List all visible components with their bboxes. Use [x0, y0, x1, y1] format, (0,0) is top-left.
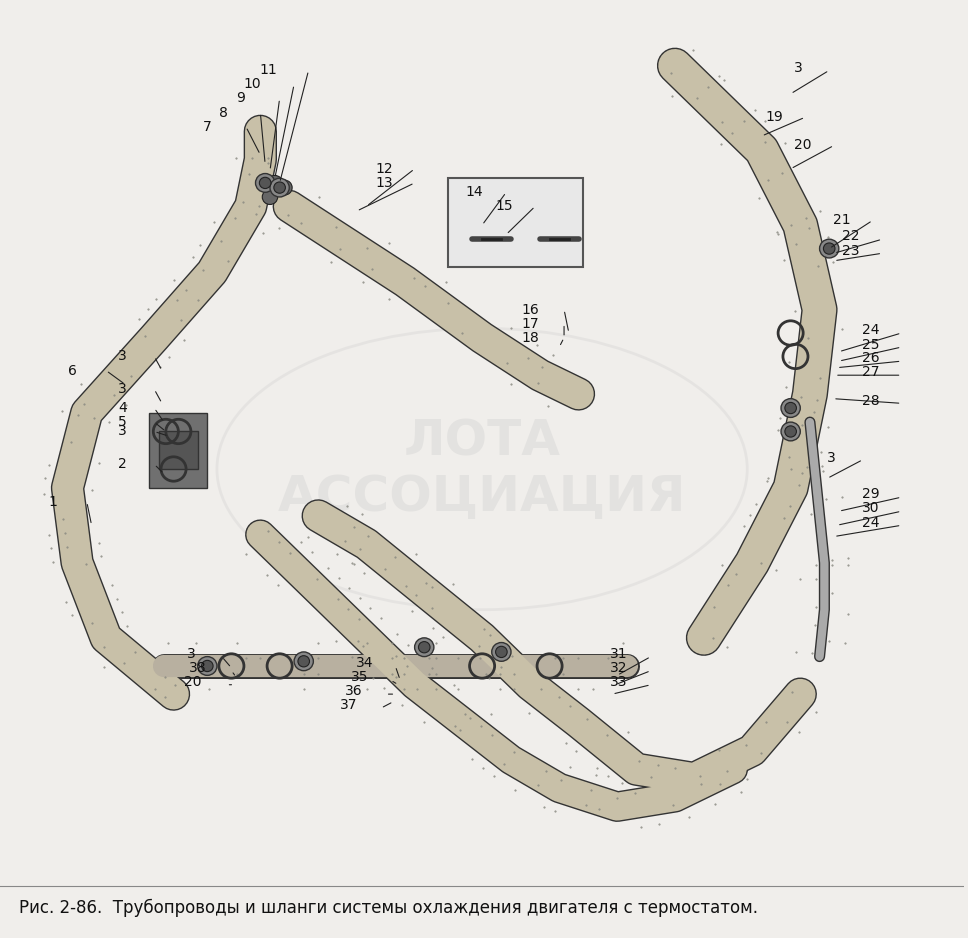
Text: 3: 3: [118, 425, 127, 438]
Circle shape: [414, 638, 434, 657]
Text: 25: 25: [862, 339, 879, 352]
Circle shape: [298, 656, 310, 667]
Text: 9: 9: [236, 92, 246, 105]
Text: 3: 3: [118, 383, 127, 396]
Text: 30: 30: [862, 502, 879, 515]
Text: 27: 27: [862, 366, 879, 379]
Text: 8: 8: [220, 106, 228, 119]
Circle shape: [267, 175, 283, 190]
Circle shape: [256, 174, 275, 192]
Text: 15: 15: [496, 200, 513, 213]
Text: 20: 20: [184, 675, 201, 688]
Circle shape: [781, 422, 801, 441]
Text: 36: 36: [345, 685, 363, 698]
Text: 7: 7: [203, 120, 212, 133]
Circle shape: [262, 189, 278, 204]
Text: 24: 24: [862, 517, 879, 530]
Text: 17: 17: [522, 317, 539, 330]
Text: Рис. 2-86.  Трубопроводы и шланги системы охлаждения двигателя с термостатом.: Рис. 2-86. Трубопроводы и шланги системы…: [19, 900, 758, 917]
Circle shape: [785, 402, 797, 414]
Text: 21: 21: [832, 214, 851, 227]
Circle shape: [259, 177, 271, 189]
Text: 37: 37: [341, 699, 358, 712]
Text: 34: 34: [355, 657, 374, 670]
Text: 3: 3: [118, 350, 127, 363]
Text: 13: 13: [375, 176, 393, 189]
Circle shape: [496, 646, 507, 658]
Bar: [149, 413, 207, 488]
Circle shape: [201, 660, 213, 672]
Text: 14: 14: [466, 186, 483, 199]
Text: 16: 16: [522, 303, 539, 316]
Text: 5: 5: [118, 416, 127, 429]
Text: 6: 6: [68, 364, 76, 377]
Text: 32: 32: [610, 661, 628, 674]
Text: 12: 12: [375, 162, 393, 175]
Circle shape: [277, 180, 292, 195]
Circle shape: [492, 643, 511, 661]
Text: 24: 24: [862, 324, 879, 337]
Text: 22: 22: [841, 230, 860, 243]
Text: 10: 10: [244, 78, 261, 91]
Text: 3: 3: [187, 647, 196, 660]
Text: 38: 38: [189, 661, 206, 674]
Text: 3: 3: [794, 61, 802, 74]
Text: 29: 29: [862, 488, 880, 501]
Text: 33: 33: [610, 675, 628, 688]
Circle shape: [270, 178, 289, 197]
Text: 23: 23: [841, 245, 860, 258]
Text: 26: 26: [862, 352, 880, 365]
Bar: [159, 431, 197, 469]
Text: 31: 31: [610, 647, 628, 660]
Text: 20: 20: [795, 139, 812, 152]
Circle shape: [294, 652, 314, 671]
Text: 35: 35: [350, 671, 369, 684]
Text: 28: 28: [862, 394, 880, 407]
Text: 3: 3: [827, 451, 835, 464]
Circle shape: [418, 642, 430, 653]
Circle shape: [820, 239, 839, 258]
Text: 1: 1: [48, 495, 57, 508]
Text: ЛОТА
АССОЦИАЦИЯ: ЛОТА АССОЦИАЦИЯ: [278, 417, 686, 521]
Text: 19: 19: [766, 111, 783, 124]
Text: 4: 4: [118, 401, 127, 415]
Text: 18: 18: [522, 331, 539, 344]
Bar: [448, 178, 584, 267]
Circle shape: [785, 426, 797, 437]
Circle shape: [824, 243, 835, 254]
Text: 11: 11: [259, 64, 277, 77]
Circle shape: [197, 657, 217, 675]
Circle shape: [781, 399, 801, 417]
Text: 2: 2: [118, 458, 127, 471]
Circle shape: [274, 182, 286, 193]
